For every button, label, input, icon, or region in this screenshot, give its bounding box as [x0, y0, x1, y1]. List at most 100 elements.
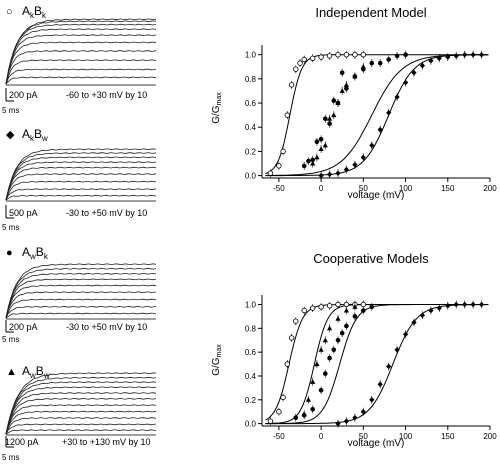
- x-tick-label: 100: [399, 184, 413, 193]
- data-point: [327, 171, 333, 178]
- current-trace: [5, 278, 157, 319]
- current-trace-panel-b: ◆ AkBw 500 pA 5 ms -30 to +50 mV by 10: [2, 127, 157, 232]
- current-trace: [5, 18, 157, 85]
- data-point: [428, 57, 434, 64]
- data-point: [386, 57, 392, 62]
- data-point: [394, 94, 400, 100]
- data-point: [267, 418, 274, 424]
- current-trace: [5, 392, 157, 434]
- current-trace: [5, 68, 157, 85]
- data-point: [322, 142, 328, 148]
- data-point: [310, 407, 316, 412]
- voltage-range-b: -30 to +50 mV by 10: [66, 208, 147, 218]
- x-tick-label: 200: [483, 184, 497, 193]
- data-point: [297, 60, 303, 66]
- current-trace: [5, 173, 157, 201]
- data-point: [288, 335, 295, 341]
- plot-cooperative-models: Cooperative Models voltage (mV) G/Gmax -…: [211, 251, 497, 449]
- data-point: [335, 301, 341, 308]
- trace-group-b: [5, 148, 157, 202]
- data-point: [306, 158, 311, 164]
- current-trace: [5, 188, 157, 201]
- current-trace: [5, 272, 157, 318]
- data-point: [352, 73, 358, 79]
- data-point: [403, 331, 409, 338]
- data-point: [428, 307, 434, 314]
- data-point: [310, 379, 316, 384]
- data-point: [403, 79, 409, 86]
- plot-title: Cooperative Models: [313, 251, 429, 266]
- data-point: [276, 409, 282, 415]
- current-trace: [5, 381, 157, 434]
- data-point: [280, 394, 286, 401]
- data-point: [343, 301, 350, 308]
- data-point: [331, 112, 337, 118]
- data-point: [331, 347, 337, 353]
- data-point: [360, 301, 366, 308]
- time-label-c: 5 ms: [2, 335, 19, 344]
- y-tick-label: 0.8: [245, 324, 257, 333]
- data-point: [267, 170, 274, 176]
- data-point: [339, 330, 345, 336]
- fit-curve: [265, 54, 489, 176]
- data-point: [318, 304, 324, 310]
- x-tick-label: 0: [319, 184, 324, 193]
- data-point: [314, 361, 320, 367]
- data-point: [318, 146, 324, 151]
- data-point: [386, 109, 392, 116]
- data-point: [335, 100, 341, 105]
- x-tick-label: 50: [359, 432, 368, 441]
- current-trace: [5, 194, 157, 201]
- data-point: [369, 142, 375, 149]
- data-point: [361, 308, 366, 313]
- data-point: [326, 303, 333, 309]
- data-point: [323, 371, 328, 376]
- data-point: [327, 355, 332, 361]
- data-point: [327, 116, 333, 121]
- data-point: [343, 307, 349, 313]
- current-trace: [5, 156, 157, 200]
- current-trace: [5, 263, 157, 318]
- data-point: [335, 170, 341, 176]
- data-point: [305, 397, 311, 402]
- current-trace: [5, 50, 157, 85]
- x-axis-label: voltage (mV): [348, 190, 405, 201]
- y-tick-label: 0.4: [245, 372, 257, 381]
- data-point: [369, 60, 375, 66]
- data-point: [369, 304, 375, 310]
- data-point: [377, 60, 383, 66]
- scale-label-b: 500 pA: [9, 208, 38, 218]
- x-tick-label: -50: [273, 184, 285, 193]
- data-point: [470, 301, 476, 308]
- time-label-d: 5 ms: [2, 453, 19, 462]
- current-trace: [5, 376, 157, 435]
- data-point: [352, 161, 358, 168]
- fit-curve: [265, 304, 489, 425]
- current-trace-panel-c: ● AwBk 200 pA 5 ms -30 to +50 mV by 10: [2, 245, 157, 344]
- time-label-b: 5 ms: [2, 223, 19, 232]
- data-point: [284, 112, 290, 118]
- y-tick-label: 1.0: [245, 51, 257, 60]
- data-point: [360, 64, 366, 69]
- data-point: [280, 148, 286, 155]
- y-tick-label: 0.0: [245, 172, 257, 181]
- current-trace: [5, 284, 157, 318]
- data-point: [411, 319, 417, 326]
- trace-group-a: [5, 18, 157, 86]
- x-axis-label: voltage (mV): [348, 438, 405, 449]
- voltage-range-a: -60 to +30 mV by 10: [66, 90, 147, 100]
- data-point: [436, 305, 442, 311]
- series-marker-d: ▲: [6, 366, 17, 378]
- y-axis-label: G/Gmax: [211, 92, 223, 124]
- data-point: [377, 381, 383, 388]
- current-trace: [5, 23, 157, 85]
- data-point: [369, 397, 375, 403]
- plot-title: Independent Model: [315, 5, 426, 20]
- data-point: [288, 82, 295, 88]
- current-trace: [5, 386, 157, 435]
- current-trace: [5, 76, 157, 85]
- current-trace: [5, 20, 157, 84]
- data-point: [293, 318, 299, 324]
- current-trace: [5, 148, 157, 200]
- data-point: [276, 163, 282, 169]
